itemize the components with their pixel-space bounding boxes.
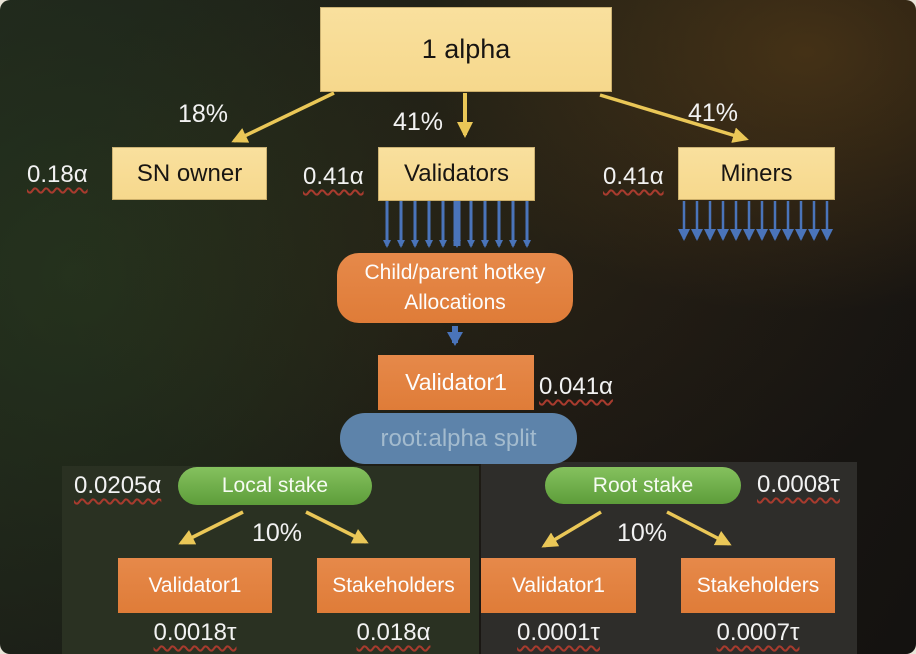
validator1-amount: 0.041α <box>539 373 613 400</box>
allocations-box: Child/parent hotkey Allocations <box>337 253 573 323</box>
miners-box: Miners <box>678 147 835 200</box>
local-stake-amount: 0.0205α <box>74 472 162 499</box>
snowner-amount: 0.18α <box>27 161 88 188</box>
validators-box: Validators <box>378 147 535 201</box>
root-alpha-split-box: root:alpha split <box>340 413 577 464</box>
root-alpha-split-label: root:alpha split <box>380 424 537 452</box>
validators-label: Validators <box>404 160 509 187</box>
root-validator1-label: Validator1 <box>511 573 605 597</box>
root-stakeholders-box: Stakeholders <box>681 558 835 613</box>
miners-emission-arrows <box>678 201 833 241</box>
local-stakeholders-amount: 0.018α <box>356 619 431 646</box>
validators-amount: 0.41α <box>303 163 364 190</box>
root-split-percent: 10% <box>617 519 668 547</box>
miners-amount: 0.41α <box>603 163 664 190</box>
root-validator1-amount: 0.0001τ <box>517 619 600 646</box>
local-stake-label: Local stake <box>221 474 329 497</box>
allocations-line2: Allocations <box>404 291 506 314</box>
root-stake-pill: Root stake <box>545 467 741 504</box>
branch-percent-snowner: 18% <box>178 100 229 128</box>
miners-label: Miners <box>720 159 793 187</box>
branch-percent-validators: 41% <box>393 108 444 136</box>
local-validator1-box: Validator1 <box>118 558 272 613</box>
validators-fan-arrows <box>383 201 531 248</box>
root-validator1-box: Validator1 <box>481 558 636 613</box>
validator1-label: Validator1 <box>405 369 507 395</box>
local-split-percent: 10% <box>252 519 303 547</box>
branch-percent-miners: 41% <box>688 99 739 127</box>
root-stakeholders-label: Stakeholders <box>696 573 820 597</box>
root-node-box: 1 alpha <box>320 7 612 92</box>
root-node-label: 1 alpha <box>421 34 511 64</box>
local-validator1-label: Validator1 <box>148 573 242 597</box>
local-stakeholders-box: Stakeholders <box>317 558 470 613</box>
top-split-arrows <box>231 91 749 143</box>
local-stake-pill: Local stake <box>178 467 372 505</box>
root-stake-label: Root stake <box>592 473 694 497</box>
local-validator1-amount: 0.0018τ <box>153 619 237 646</box>
root-stakeholders-amount: 0.0007τ <box>716 619 800 646</box>
local-stakeholders-label: Stakeholders <box>332 573 455 597</box>
snowner-box: SN owner <box>112 147 267 200</box>
allocations-line1: Child/parent hotkey <box>364 260 546 284</box>
validator1-box: Validator1 <box>378 355 534 410</box>
snowner-label: SN owner <box>136 159 243 187</box>
root-stake-amount: 0.0008τ <box>757 471 840 498</box>
